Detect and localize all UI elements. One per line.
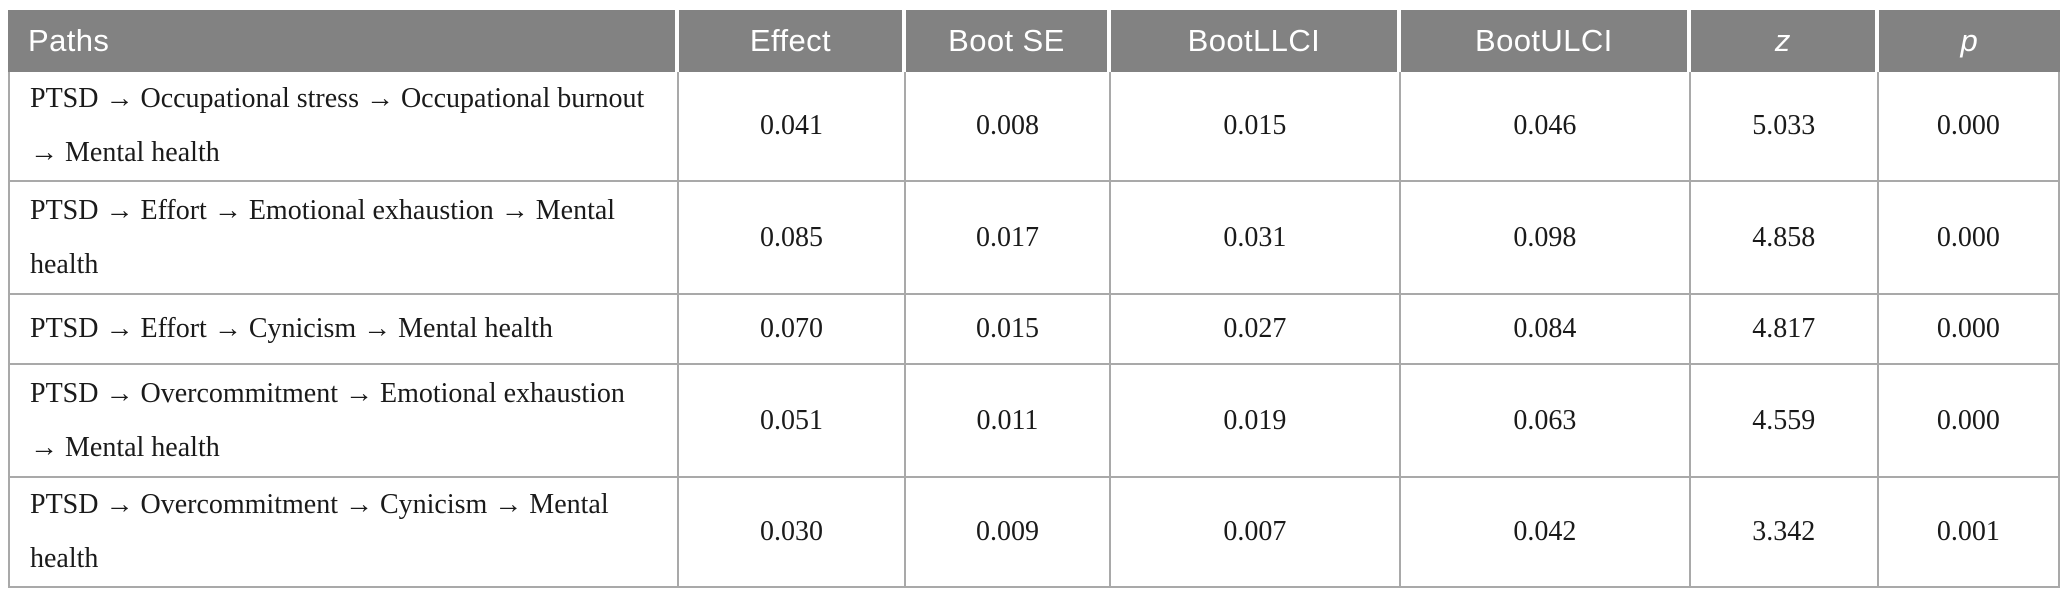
- value-cell-boot_ulci: 0.046: [1400, 72, 1691, 182]
- column-header-p: p: [1878, 10, 2060, 72]
- value-cell-p: 0.001: [1878, 478, 2060, 588]
- value-cell-boot_ulci: 0.063: [1400, 365, 1691, 478]
- table-row: PTSD → Effort → Emotional exhaustion → M…: [8, 182, 2060, 295]
- document-page: Paths Effect Boot SE BootLLCI BootULCI z…: [8, 10, 2060, 588]
- value-cell-boot_ulci: 0.084: [1400, 295, 1691, 365]
- column-header-bootllci: BootLLCI: [1110, 10, 1401, 72]
- value-cell-z: 4.559: [1690, 365, 1879, 478]
- value-cell-effect: 0.051: [679, 365, 906, 478]
- value-cell-boot_se: 0.015: [905, 295, 1111, 365]
- value-cell-boot_ulci: 0.042: [1400, 478, 1691, 588]
- value-cell-boot_llci: 0.019: [1110, 365, 1401, 478]
- value-cell-z: 3.342: [1690, 478, 1879, 588]
- table-row: PTSD → Occupational stress → Occupationa…: [8, 72, 2060, 182]
- path-cell: PTSD → Overcommitment → Emotional exhaus…: [8, 365, 680, 478]
- value-cell-boot_ulci: 0.098: [1400, 182, 1691, 295]
- mediation-effects-table: Paths Effect Boot SE BootLLCI BootULCI z…: [8, 10, 2060, 588]
- value-cell-effect: 0.041: [679, 72, 906, 182]
- value-cell-boot_llci: 0.027: [1110, 295, 1401, 365]
- value-cell-effect: 0.030: [679, 478, 906, 588]
- table-body: PTSD → Occupational stress → Occupationa…: [8, 72, 2060, 588]
- path-cell: PTSD → Overcommitment → Cynicism → Menta…: [8, 478, 680, 588]
- column-header-z: z: [1690, 10, 1879, 72]
- value-cell-boot_llci: 0.015: [1110, 72, 1401, 182]
- value-cell-boot_llci: 0.007: [1110, 478, 1401, 588]
- value-cell-effect: 0.085: [679, 182, 906, 295]
- value-cell-p: 0.000: [1878, 295, 2060, 365]
- table-row: PTSD → Overcommitment → Emotional exhaus…: [8, 365, 2060, 478]
- value-cell-boot_se: 0.017: [905, 182, 1111, 295]
- column-header-boot-se: Boot SE: [905, 10, 1111, 72]
- value-cell-p: 0.000: [1878, 72, 2060, 182]
- column-header-effect: Effect: [679, 10, 906, 72]
- value-cell-boot_se: 0.008: [905, 72, 1111, 182]
- value-cell-p: 0.000: [1878, 182, 2060, 295]
- path-cell: PTSD → Effort → Emotional exhaustion → M…: [8, 182, 680, 295]
- value-cell-effect: 0.070: [679, 295, 906, 365]
- value-cell-z: 4.817: [1690, 295, 1879, 365]
- table-row: PTSD → Effort → Cynicism → Mental health…: [8, 295, 2060, 365]
- header-row: Paths Effect Boot SE BootLLCI BootULCI z…: [8, 10, 2060, 72]
- column-header-paths: Paths: [8, 10, 680, 72]
- value-cell-boot_se: 0.011: [905, 365, 1111, 478]
- column-header-bootulci: BootULCI: [1400, 10, 1691, 72]
- path-cell: PTSD → Occupational stress → Occupationa…: [8, 72, 680, 182]
- value-cell-z: 5.033: [1690, 72, 1879, 182]
- value-cell-boot_llci: 0.031: [1110, 182, 1401, 295]
- value-cell-boot_se: 0.009: [905, 478, 1111, 588]
- value-cell-z: 4.858: [1690, 182, 1879, 295]
- table-row: PTSD → Overcommitment → Cynicism → Menta…: [8, 478, 2060, 588]
- path-cell: PTSD → Effort → Cynicism → Mental health: [8, 295, 680, 365]
- value-cell-p: 0.000: [1878, 365, 2060, 478]
